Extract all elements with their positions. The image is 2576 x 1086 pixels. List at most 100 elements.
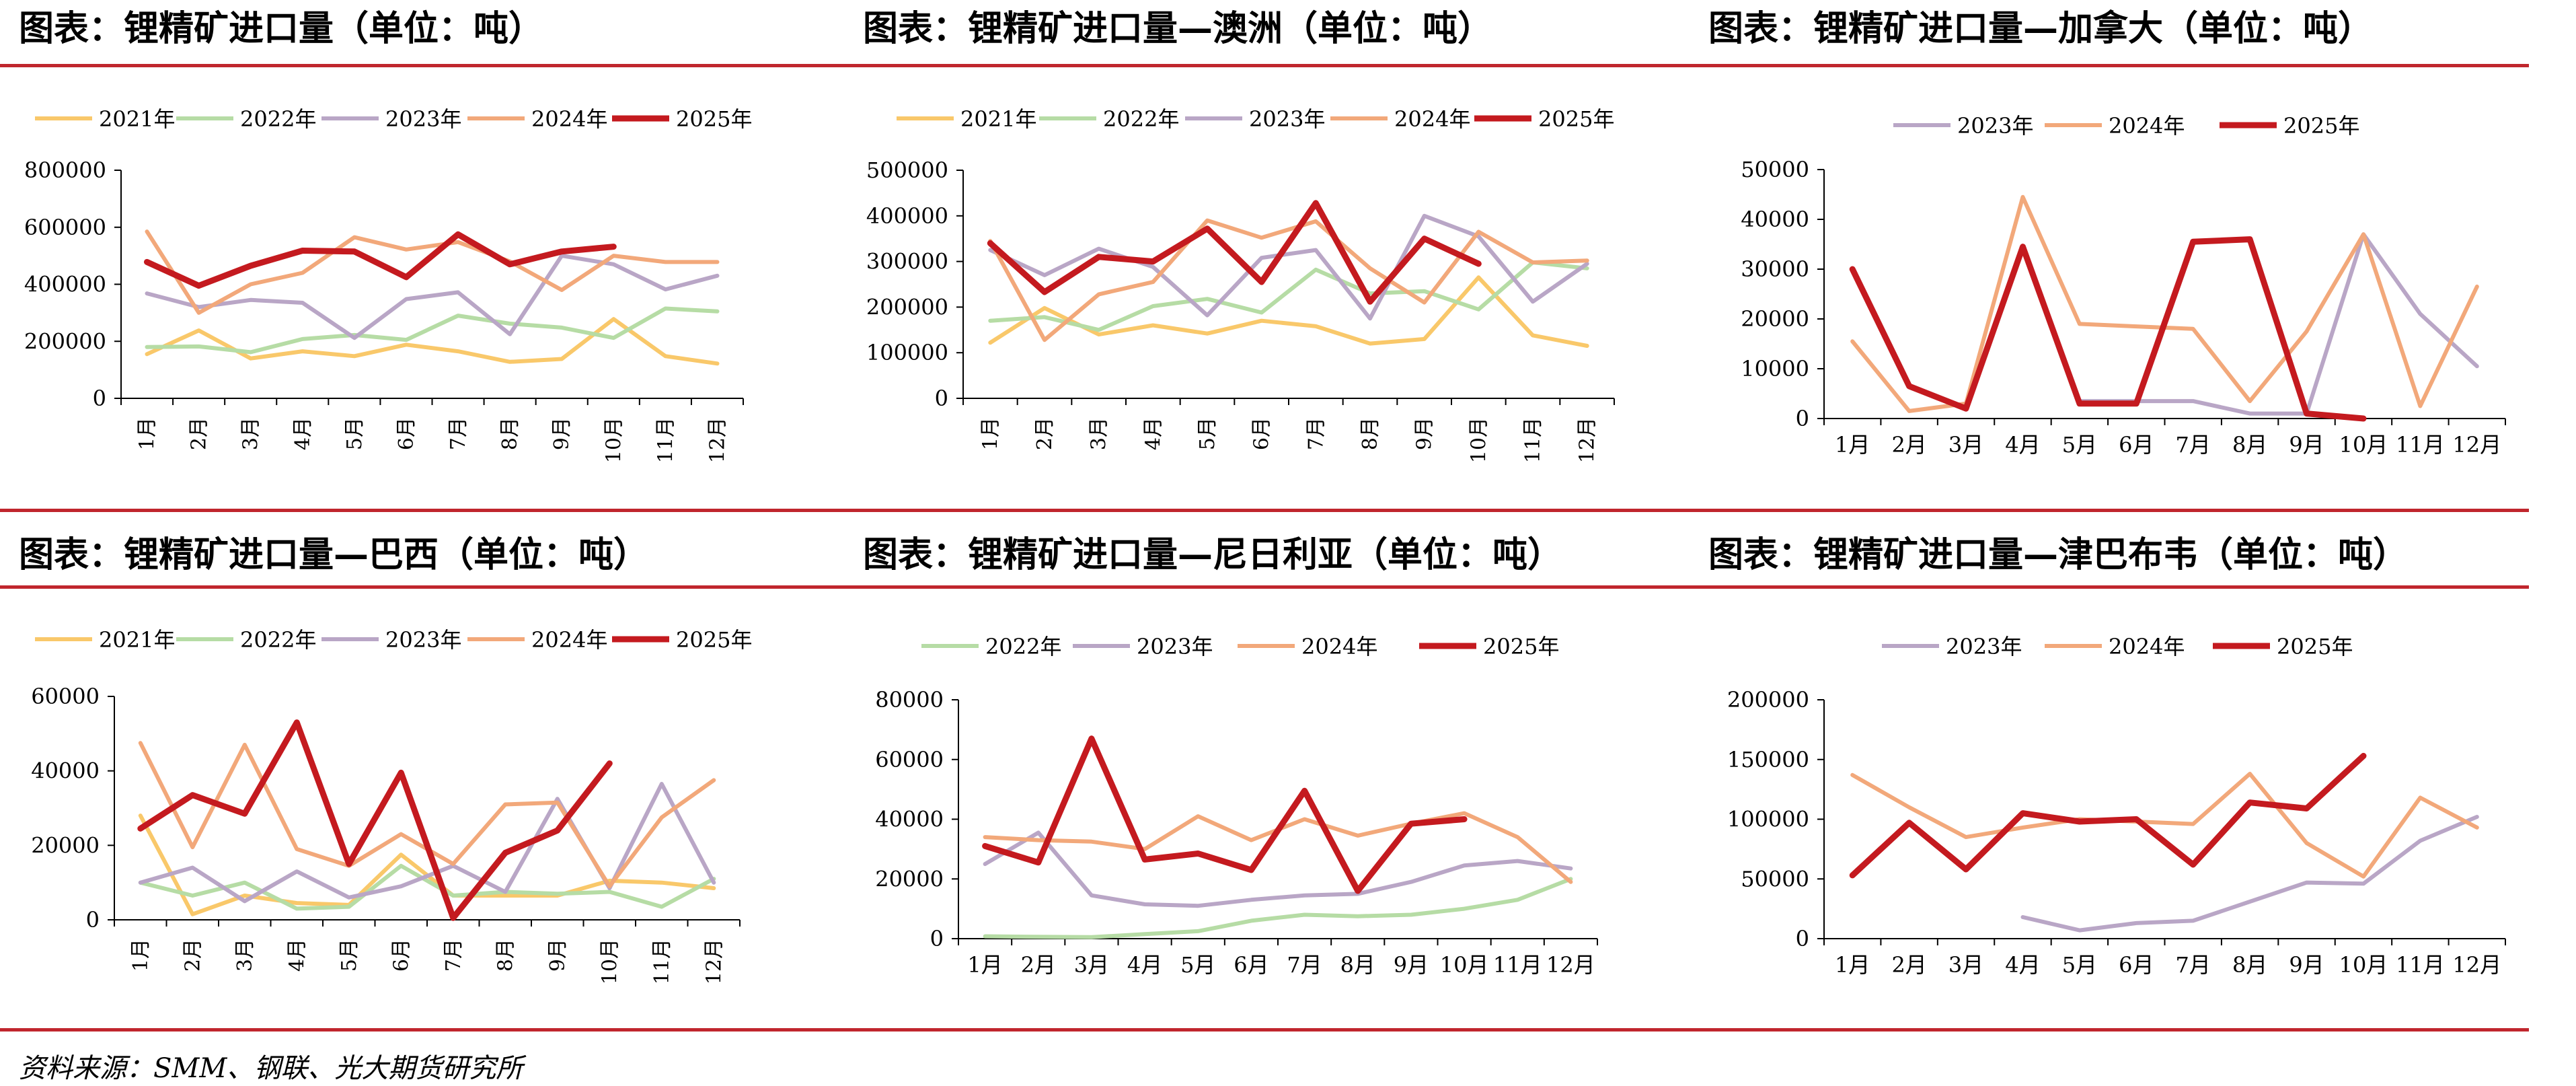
legend-label: 2022年: [985, 634, 1061, 659]
y-tick-label: 200000: [24, 328, 106, 354]
y-tick-label: 200000: [1727, 687, 1809, 713]
x-tick-label: 7月: [447, 417, 470, 450]
legend-label: 2025年: [1538, 106, 1614, 132]
x-tick-label: 12月: [702, 939, 726, 984]
chart-title-brazil: 图表：锂精矿进口量—巴西（单位：吨）: [19, 535, 649, 575]
x-tick-label: 7月: [2176, 432, 2211, 458]
legend-label: 2022年: [1103, 106, 1179, 132]
x-tick-label: 1月: [967, 952, 1002, 978]
x-tick-label: 9月: [550, 417, 574, 450]
y-tick-label: 10000: [1741, 356, 1809, 382]
x-tick-label: 5月: [338, 939, 361, 972]
x-tick-label: 3月: [239, 417, 263, 450]
x-tick-label: 1月: [979, 417, 1002, 450]
legend-label: 2025年: [676, 627, 752, 653]
legend-label: 2025年: [1483, 634, 1559, 659]
legend-label: 2024年: [2109, 634, 2185, 659]
x-tick-label: 4月: [2005, 952, 2040, 978]
legend-label: 2022年: [240, 106, 316, 132]
y-tick-label: 20000: [875, 866, 944, 892]
x-tick-label: 10月: [1467, 417, 1490, 463]
y-tick-label: 100000: [866, 340, 948, 365]
x-tick-label: 6月: [395, 417, 418, 450]
section-rule-middle-lower: [0, 585, 2529, 589]
x-tick-label: 11月: [2396, 432, 2445, 458]
x-tick-label: 5月: [2062, 952, 2097, 978]
legend-label: 2025年: [676, 106, 752, 132]
x-tick-label: 9月: [2289, 432, 2324, 458]
chart-title-nigeria: 图表：锂精矿进口量—尼日利亚（单位：吨）: [863, 535, 1563, 575]
series-line-2023: [2077, 232, 2479, 416]
legend-label: 2021年: [99, 627, 175, 653]
x-tick-label: 10月: [2339, 432, 2388, 458]
series-line-2022: [138, 863, 716, 911]
y-tick-label: 60000: [875, 747, 944, 772]
x-tick-label: 2月: [1891, 952, 1926, 978]
series-line-2025: [987, 200, 1482, 305]
x-tick-label: 2月: [1033, 417, 1057, 450]
x-tick-label: 4月: [1127, 952, 1162, 978]
series-line-2025: [982, 735, 1468, 894]
series-line-2024: [145, 229, 720, 315]
legend-label: 2023年: [385, 106, 461, 132]
x-tick-label: 10月: [1440, 952, 1489, 978]
legend-label: 2021年: [99, 106, 175, 132]
x-tick-label: 12月: [2452, 432, 2501, 458]
y-tick-label: 0: [930, 926, 944, 951]
series-line-2021: [988, 275, 1589, 348]
x-tick-label: 5月: [1196, 417, 1219, 450]
y-tick-label: 400000: [24, 272, 106, 297]
x-tick-label: 11月: [1493, 952, 1542, 978]
series-line-2024: [138, 741, 716, 889]
x-tick-label: 7月: [1304, 417, 1328, 450]
x-tick-label: 2月: [1021, 952, 1056, 978]
header-rule-top: [0, 64, 2529, 67]
y-tick-label: 40000: [31, 758, 100, 784]
y-tick-label: 0: [93, 386, 106, 411]
legend-label: 2024年: [1301, 634, 1377, 659]
x-tick-label: 4月: [285, 939, 309, 972]
x-tick-label: 3月: [1088, 417, 1111, 450]
legend-label: 2024年: [2109, 113, 2185, 139]
x-tick-label: 2月: [188, 417, 211, 450]
legend-label: 2023年: [1957, 113, 2033, 139]
footer-rule: [0, 1028, 2529, 1031]
legend-label: 2025年: [2277, 634, 2353, 659]
x-tick-label: 3月: [1948, 952, 1983, 978]
x-tick-label: 12月: [706, 417, 729, 463]
x-tick-label: 1月: [129, 939, 153, 972]
x-tick-label: 2月: [181, 939, 204, 972]
y-tick-label: 40000: [875, 807, 944, 832]
series-line-2022: [983, 877, 1573, 939]
series-line-2025: [1849, 752, 2367, 879]
x-tick-label: 6月: [2119, 952, 2154, 978]
y-tick-label: 400000: [866, 203, 948, 229]
y-tick-label: 500000: [866, 157, 948, 183]
x-tick-label: 3月: [233, 939, 257, 972]
series-line-2024: [1850, 772, 2479, 879]
x-tick-label: 11月: [2396, 952, 2445, 978]
legend-label: 2023年: [1137, 634, 1213, 659]
x-tick-label: 7月: [1287, 952, 1322, 978]
x-tick-label: 5月: [343, 417, 367, 450]
y-tick-label: 40000: [1741, 207, 1809, 232]
x-tick-label: 9月: [2289, 952, 2324, 978]
x-tick-label: 8月: [1340, 952, 1375, 978]
y-tick-label: 600000: [24, 215, 106, 240]
x-tick-label: 1月: [1835, 432, 1870, 458]
legend-label: 2024年: [531, 627, 607, 653]
x-tick-label: 6月: [389, 939, 413, 972]
legend-label: 2023年: [385, 627, 461, 653]
y-tick-label: 0: [86, 907, 100, 933]
x-tick-label: 11月: [1521, 417, 1545, 463]
legend-label: 2023年: [1249, 106, 1325, 132]
x-tick-label: 8月: [2232, 432, 2267, 458]
series-line-2022: [145, 306, 720, 355]
series-line-2024: [1850, 194, 2479, 413]
y-tick-label: 150000: [1727, 747, 1809, 772]
x-tick-label: 9月: [1394, 952, 1429, 978]
chart-title-australia: 图表：锂精矿进口量—澳洲（单位：吨）: [863, 9, 1493, 49]
series-line-2022: [988, 260, 1589, 332]
x-tick-label: 5月: [2062, 432, 2097, 458]
